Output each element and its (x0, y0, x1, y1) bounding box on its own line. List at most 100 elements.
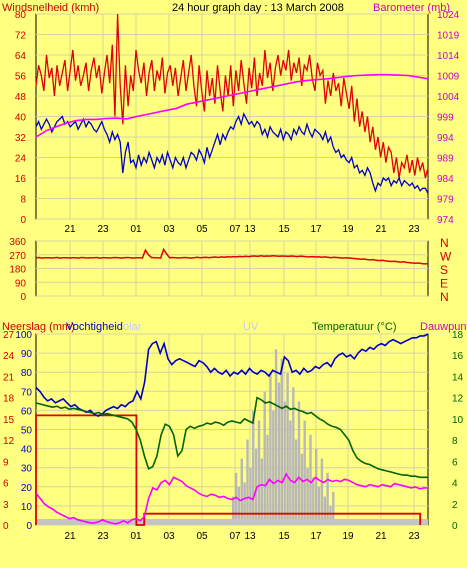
series-line-windsnelheid-gemiddelde (35, 112, 429, 194)
x-tick-label: 19 (342, 531, 354, 542)
barometer-tick-label: 999 (437, 113, 454, 124)
solar-bar (260, 458, 263, 525)
barometer-tick-label: 1004 (437, 92, 460, 103)
humidity-tick-label: 10 (21, 502, 33, 513)
solar-bar (272, 411, 275, 525)
x-tick-label: 03 (163, 531, 175, 542)
wind-tick-label: 16 (15, 174, 27, 185)
solar-bar (294, 439, 298, 525)
barometer-tick-label: 1019 (437, 31, 460, 42)
x-tick-label: 21 (64, 224, 76, 235)
barometer-tick-label: 994 (437, 133, 454, 144)
x-tick-label: 23 (408, 531, 420, 542)
humidity-tick-label: 0 (26, 521, 32, 532)
solar-bar (323, 496, 326, 525)
x-tick-label: 21 (64, 531, 76, 542)
x-tick-label: 23 (408, 224, 420, 235)
rain-tick-label: 24 (3, 351, 15, 362)
solar-bar (303, 420, 306, 525)
solar-bar (315, 449, 318, 525)
series-lines-layer (35, 13, 429, 526)
wind-tick-label: 64 (15, 51, 27, 62)
wind-tick-label: 56 (15, 72, 27, 83)
solar-bar (243, 482, 246, 526)
solar-bar (249, 468, 252, 525)
wind-axis-title: Windsnelheid (kmh) (2, 2, 99, 14)
solar-bar (306, 468, 309, 525)
rain-tick-label: 6 (3, 479, 9, 490)
compass-tick-label: N (440, 236, 449, 250)
solar-bar (246, 439, 249, 525)
x-tick-label: 23 (97, 531, 109, 542)
wind-tick-label: 0 (20, 215, 26, 226)
solar-bar (329, 506, 332, 525)
humidity-tick-label: 40 (21, 445, 33, 456)
rain-tick-label: 0 (3, 521, 9, 532)
direction-tick-label: 0 (20, 292, 26, 303)
x-tick-label: 21 (375, 224, 387, 235)
temperature-tick-label: 2 (452, 500, 458, 511)
barometer-tick-label: 974 (437, 215, 454, 226)
x-tick-label: 23 (97, 224, 109, 235)
rain-tick-label: 9 (3, 457, 9, 468)
solar-bar (269, 373, 272, 525)
wind-tick-label: 48 (15, 92, 27, 103)
solar-bar (266, 434, 269, 526)
solar-bar (237, 487, 241, 525)
direction-tick-label: 360 (9, 237, 26, 248)
x-tick-label: 13 (244, 224, 256, 235)
solar-bar (283, 401, 286, 525)
temperature-tick-label: 14 (452, 372, 464, 383)
direction-tick-label: 270 (9, 251, 26, 262)
solar-bar (300, 453, 304, 526)
direction-tick-label: 90 (15, 278, 27, 289)
uv-axis-title: UV (243, 321, 259, 333)
rain-tick-label: 15 (3, 415, 15, 426)
rain-tick-label: 3 (3, 500, 9, 511)
solar-bar (326, 472, 329, 526)
temperature-tick-label: 18 (452, 330, 464, 341)
temperature-tick-label: 0 (452, 521, 458, 532)
rain-axis-title: Neerslag (mm) (2, 321, 75, 333)
compass-tick-label: E (440, 277, 448, 291)
solar-bar (280, 358, 283, 526)
x-tick-label: 03 (163, 224, 175, 235)
solar-bar (274, 349, 278, 526)
humidity-tick-label: 50 (21, 426, 33, 437)
rain-tick-label: 12 (3, 436, 15, 447)
x-tick-label: 07 (229, 531, 241, 542)
series-line-dauwpunt (35, 472, 428, 525)
compass-tick-label: N (440, 290, 449, 304)
series-line-neerslag-mm (35, 414, 422, 526)
x-tick-label: 19 (342, 224, 354, 235)
solar-bar (232, 496, 235, 525)
x-tick-label: 17 (310, 531, 322, 542)
solar-bar (240, 458, 243, 525)
solar-bar (332, 491, 335, 526)
series-line-temperatuur-c (35, 396, 428, 479)
compass-tick-label: W (440, 250, 452, 264)
series-line-barometer-mb (35, 73, 429, 138)
tick-labels-layer: 0816243240485664728097497998498999499910… (3, 10, 464, 542)
solar-bar (257, 420, 261, 525)
wind-tick-label: 24 (15, 154, 27, 165)
rain-tick-label: 21 (3, 372, 15, 383)
solar-bar (309, 434, 312, 526)
solar-bar (286, 373, 289, 525)
solar-bar (320, 458, 324, 525)
temperature-tick-label: 8 (452, 436, 458, 447)
wind-tick-label: 32 (15, 133, 27, 144)
humidity-tick-label: 90 (21, 349, 33, 360)
temperature-tick-label: 10 (452, 415, 464, 426)
solar-bar (312, 477, 315, 525)
wind-tick-label: 40 (15, 113, 27, 124)
barometer-tick-label: 979 (437, 195, 454, 206)
chart-title: 24 hour graph day : 13 March 2008 (172, 2, 344, 14)
humidity-tick-label: 80 (21, 368, 33, 379)
x-tick-label: 15 (278, 531, 290, 542)
humidity-axis-title: Vochtigheid (66, 321, 123, 333)
rain-tick-label: 18 (3, 394, 15, 405)
solar-bar (317, 487, 321, 525)
